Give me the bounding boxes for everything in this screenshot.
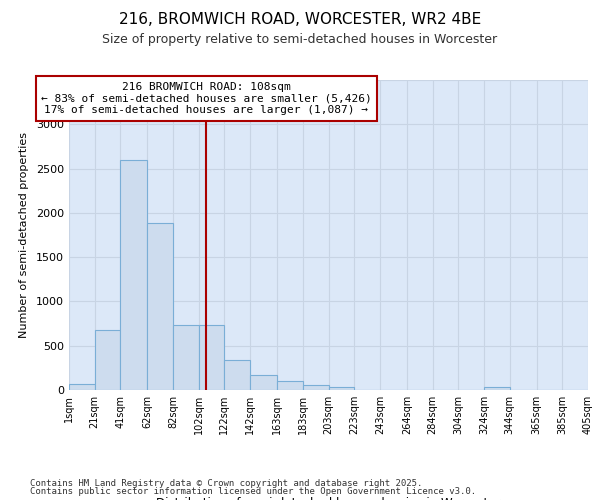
Text: Contains public sector information licensed under the Open Government Licence v3: Contains public sector information licen… bbox=[30, 487, 476, 496]
Bar bbox=[250, 376, 277, 390]
Bar bbox=[277, 381, 303, 390]
X-axis label: Distribution of semi-detached houses by size in Worcester: Distribution of semi-detached houses by … bbox=[156, 496, 501, 500]
Bar bbox=[224, 360, 250, 390]
Y-axis label: Number of semi-detached properties: Number of semi-detached properties bbox=[19, 132, 29, 338]
Bar bbox=[69, 384, 95, 390]
Bar bbox=[95, 330, 121, 390]
Text: Size of property relative to semi-detached houses in Worcester: Size of property relative to semi-detach… bbox=[103, 32, 497, 46]
Text: 216 BROMWICH ROAD: 108sqm
← 83% of semi-detached houses are smaller (5,426)
17% : 216 BROMWICH ROAD: 108sqm ← 83% of semi-… bbox=[41, 82, 372, 115]
Bar bbox=[148, 224, 173, 390]
Bar bbox=[173, 326, 199, 390]
Bar bbox=[199, 326, 224, 390]
Text: 216, BROMWICH ROAD, WORCESTER, WR2 4BE: 216, BROMWICH ROAD, WORCESTER, WR2 4BE bbox=[119, 12, 481, 28]
Bar bbox=[484, 388, 509, 390]
Bar bbox=[329, 388, 354, 390]
Bar bbox=[303, 385, 329, 390]
Text: Contains HM Land Registry data © Crown copyright and database right 2025.: Contains HM Land Registry data © Crown c… bbox=[30, 478, 422, 488]
Bar bbox=[121, 160, 148, 390]
